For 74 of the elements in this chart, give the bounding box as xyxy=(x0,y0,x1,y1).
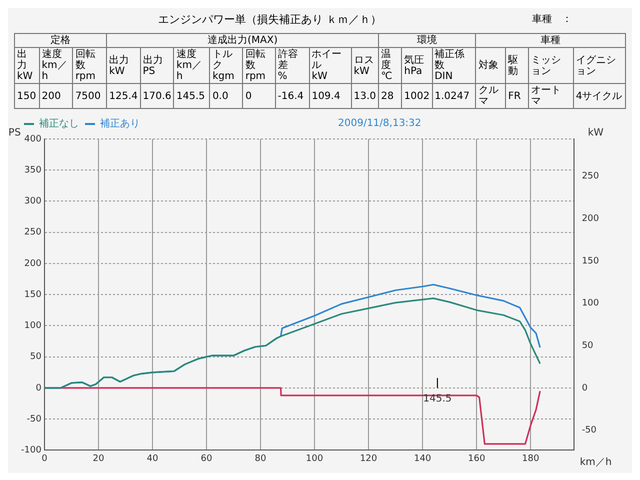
y-tick-label: 300 xyxy=(24,196,42,207)
text: 出力 kW xyxy=(14,48,40,84)
y-tick-label: -100 xyxy=(20,446,42,456)
y2-tick-label: 250 xyxy=(582,172,600,182)
text: 2009/11/8,13:32 xyxy=(338,118,422,129)
y2-tick-label: 100 xyxy=(582,298,600,309)
text: 28 xyxy=(378,84,402,108)
x-tick-label: 20 xyxy=(92,454,104,464)
text: トルク kgm xyxy=(210,48,243,84)
text: 車種 ： xyxy=(532,12,572,27)
text: 7500 xyxy=(72,84,107,108)
x-tick-label: 160 xyxy=(468,454,486,464)
y-tick-label: 350 xyxy=(24,165,42,176)
x-tick-label: 80 xyxy=(254,454,267,464)
y2-tick-label: 50 xyxy=(582,340,594,351)
text: 速度 km／h xyxy=(39,48,73,84)
y-tick-label: 0 xyxy=(36,383,42,394)
text: ロス kW xyxy=(351,48,379,84)
y-axis-title: PS xyxy=(8,128,21,139)
x-tick-label: 40 xyxy=(146,454,158,464)
text: 4サイクル xyxy=(573,84,626,108)
text: 1002 xyxy=(402,84,432,108)
text: 145.5 xyxy=(174,84,210,108)
text: -16.4 xyxy=(275,84,310,108)
text: 出力 PS xyxy=(140,48,174,84)
y2-axis-title: kW xyxy=(588,128,604,139)
text: 定格 xyxy=(14,34,107,48)
text: イグニション xyxy=(573,48,626,84)
text: 1.0247 xyxy=(432,84,476,108)
x-tick-label: 100 xyxy=(306,454,324,464)
y-tick-label: -50 xyxy=(26,414,42,424)
y-tick-label: 250 xyxy=(24,228,42,238)
text: 125.4 xyxy=(106,84,140,108)
text: 車種 xyxy=(476,34,626,48)
text: 0.0 xyxy=(210,84,243,108)
text: 回転数 rpm xyxy=(72,48,107,84)
text: クルマ xyxy=(476,84,506,108)
text: 回転数 rpm xyxy=(242,48,276,84)
text: 補正係数 DIN xyxy=(432,48,476,84)
text: 許容差 % xyxy=(275,48,310,84)
y2-tick-label: 150 xyxy=(582,256,600,266)
x-tick-label: 180 xyxy=(522,454,540,464)
text: オートマ xyxy=(528,84,574,108)
legend-label: 補正あり xyxy=(100,118,140,130)
y2-tick-label: -50 xyxy=(582,426,597,436)
x-tick-label: 140 xyxy=(414,454,432,464)
x-axis-title: km／h xyxy=(580,456,612,468)
text: ミッション xyxy=(528,48,574,84)
y-tick-label: 150 xyxy=(24,290,42,300)
y-tick-label: 400 xyxy=(24,134,42,144)
text: 温度 ℃ xyxy=(378,48,402,84)
text: FR xyxy=(506,84,529,108)
x-tick-label: 120 xyxy=(360,454,378,464)
text: 0 xyxy=(242,84,276,108)
text: 達成出力(MAX) xyxy=(106,34,379,48)
text: 駆動 xyxy=(506,48,529,84)
y2-tick-label: 200 xyxy=(582,214,600,224)
text: 109.4 xyxy=(309,84,352,108)
text: 対象 xyxy=(476,48,506,84)
legend-label: 補正なし xyxy=(39,118,79,130)
text: 13.0 xyxy=(351,84,379,108)
chart-title: エンジンパワー単（損失補正あり ｋｍ／ｈ） xyxy=(158,12,382,27)
text: 速度 km／h xyxy=(174,48,210,84)
y-tick-label: 100 xyxy=(24,321,42,332)
ref-line-label: 145.5 xyxy=(423,394,452,405)
y-tick-label: 200 xyxy=(24,258,42,269)
text: 出力 kW xyxy=(106,48,140,84)
text: 気圧 hPa xyxy=(402,48,432,84)
x-tick-label: 60 xyxy=(200,454,212,464)
y2-tick-label: 0 xyxy=(582,383,588,394)
text: ホイール kW xyxy=(309,48,352,84)
y-tick-label: 50 xyxy=(30,352,42,362)
text: 環境 xyxy=(378,34,476,48)
text: 170.6 xyxy=(140,84,174,108)
